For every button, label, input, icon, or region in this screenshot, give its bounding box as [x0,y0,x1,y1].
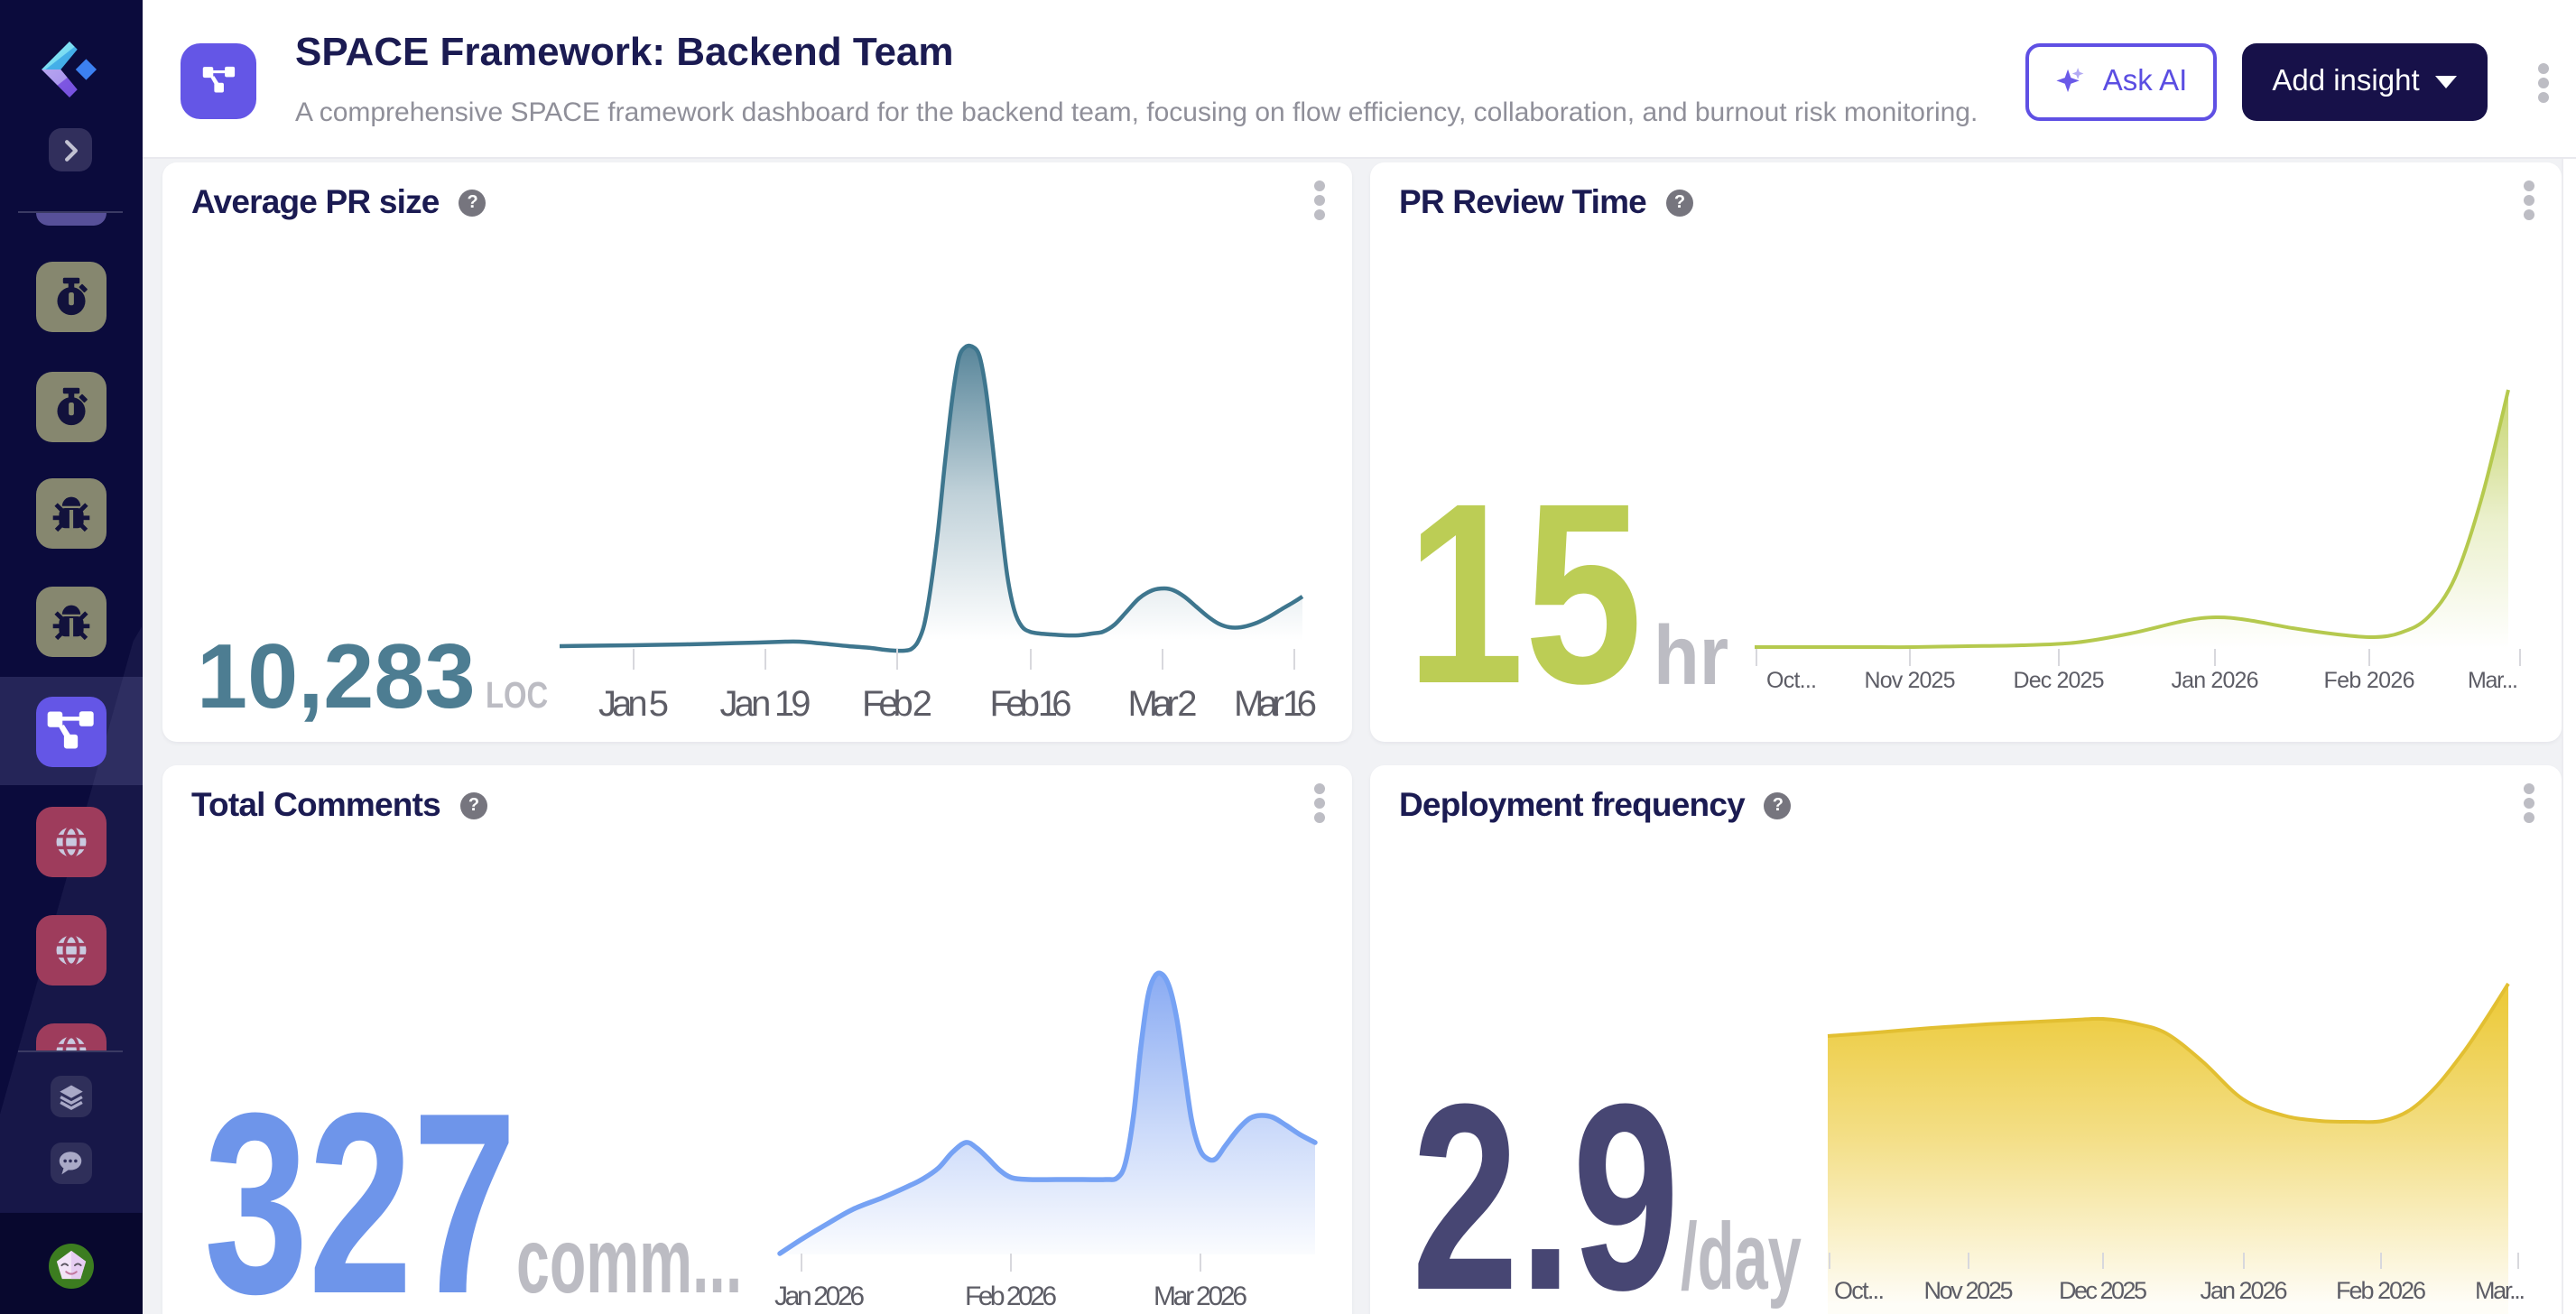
svg-text:Mar...: Mar... [2468,668,2518,693]
svg-text:Feb 2026: Feb 2026 [2336,1277,2426,1304]
svg-text:Nov 2025: Nov 2025 [1865,668,1956,693]
svg-text:Dec 2025: Dec 2025 [2014,668,2105,693]
svg-text:Feb 2026: Feb 2026 [965,1282,1057,1311]
svg-text:Nov 2025: Nov 2025 [1924,1277,2014,1304]
svg-text:Feb 16: Feb 16 [990,684,1072,724]
svg-text:Jan 2026: Jan 2026 [774,1282,865,1311]
svg-text:Jan 5: Jan 5 [598,684,669,724]
svg-text:Mar 2026: Mar 2026 [1154,1282,1247,1311]
svg-text:Oct...: Oct... [1834,1277,1885,1304]
svg-text:Jan 2026: Jan 2026 [2172,668,2259,693]
svg-text:Mar 2: Mar 2 [1128,684,1198,724]
svg-text:Feb 2: Feb 2 [862,684,932,724]
svg-text:Jan 19: Jan 19 [720,684,811,724]
svg-text:Dec 2025: Dec 2025 [2059,1277,2147,1304]
svg-text:Oct...: Oct... [1766,668,1817,693]
svg-text:Mar 16: Mar 16 [1234,684,1317,724]
svg-text:Jan 2026: Jan 2026 [2201,1277,2288,1304]
svg-text:Mar...: Mar... [2475,1277,2525,1304]
svg-text:Feb 2026: Feb 2026 [2324,668,2415,693]
